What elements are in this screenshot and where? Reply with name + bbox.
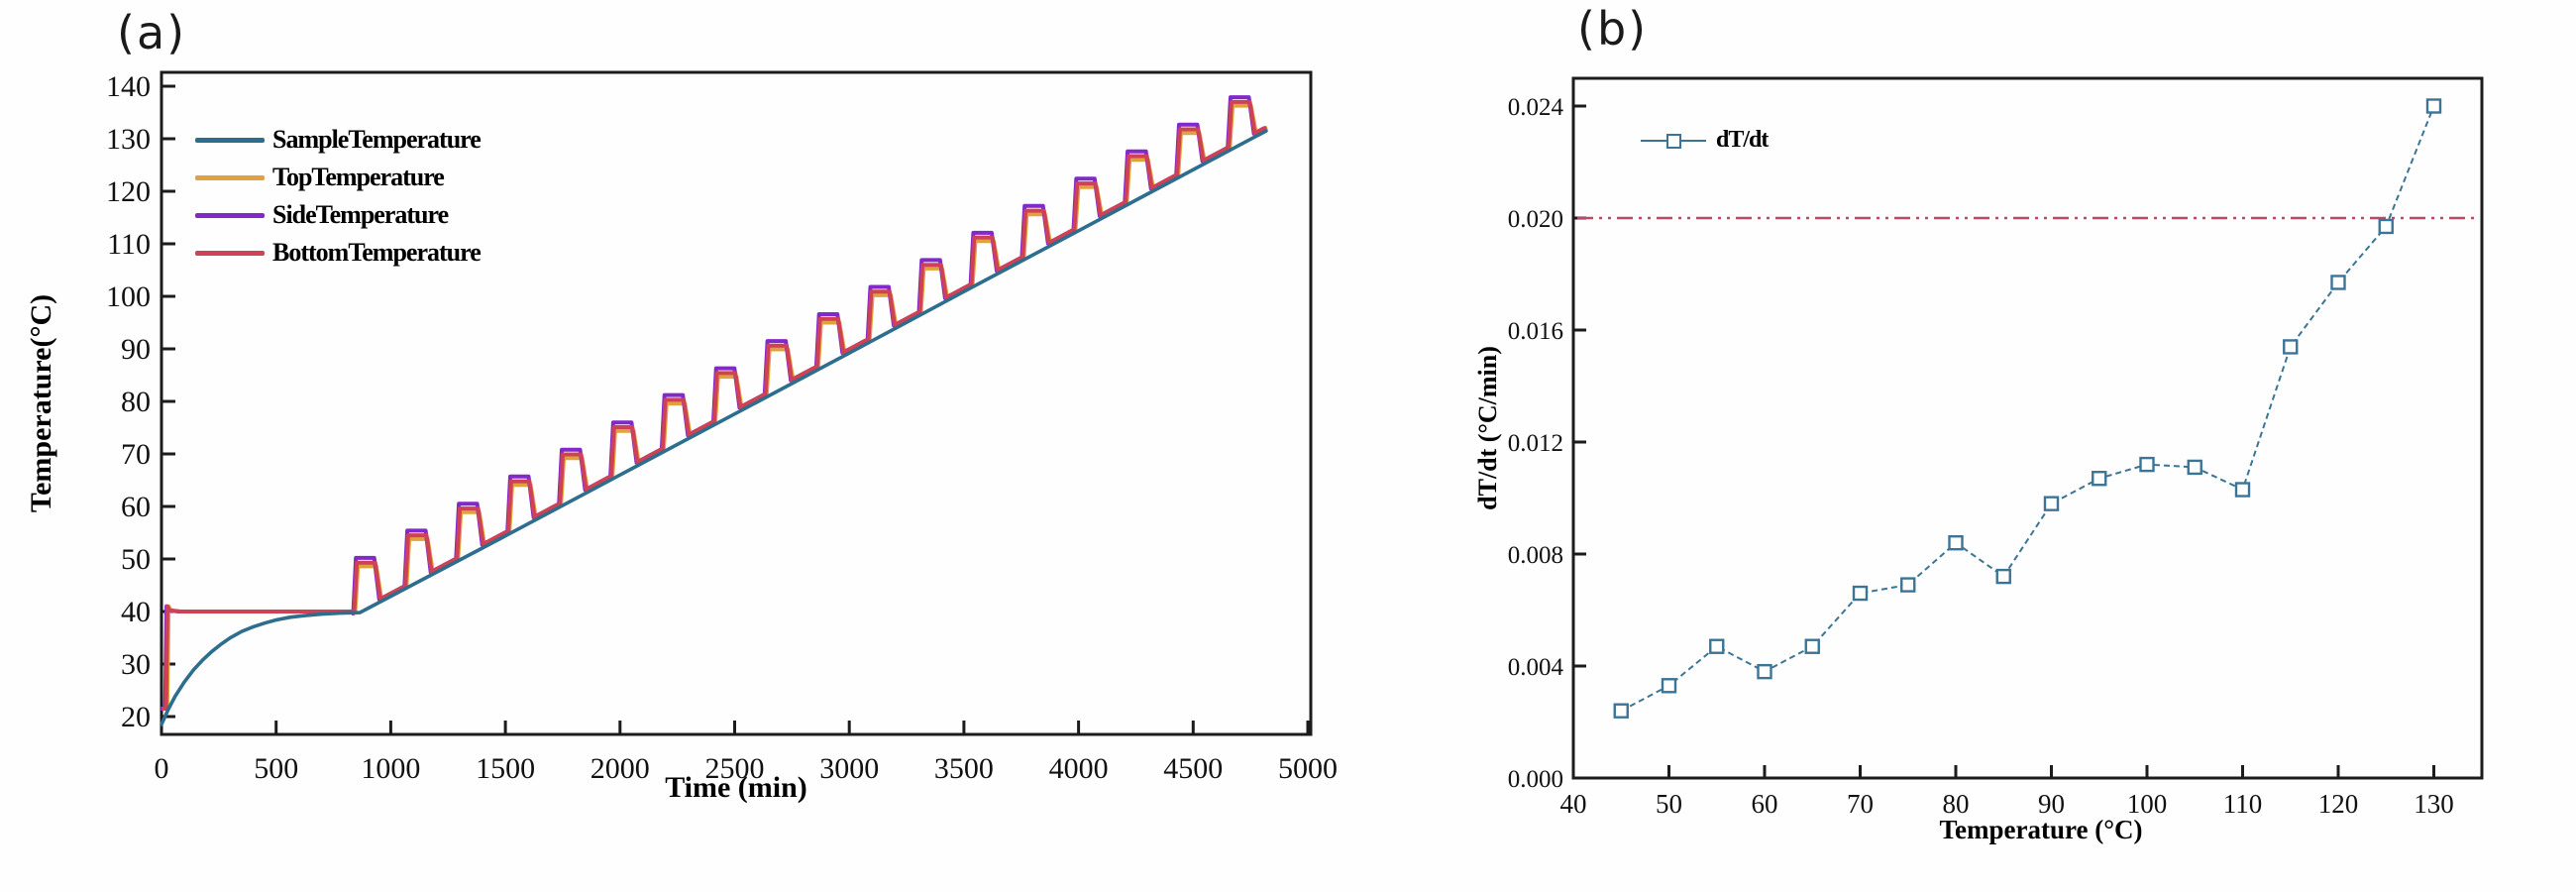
chart-b-ytick-label: 0.012 <box>1508 430 1563 457</box>
legend-label: SideTemperature <box>272 200 449 229</box>
chart-b-xtick-label: 70 <box>1847 789 1874 819</box>
chart-b-legend[interactable]: dT/dt <box>1641 127 1769 154</box>
legend-label: TopTemperature <box>272 163 445 191</box>
chart-a-xtick-label: 1500 <box>476 752 535 785</box>
chart-b-xtick-label: 110 <box>2223 789 2263 819</box>
dtdt-point-70 <box>1852 585 1869 602</box>
chart-b-xtick-label: 100 <box>2127 789 2168 819</box>
legend-label: BottomTemperature <box>272 238 482 267</box>
chart-b-xtick-label: 80 <box>1943 789 1970 819</box>
chart-a-ytick-label: 120 <box>106 175 151 208</box>
chart-a-xtick-label: 3000 <box>819 752 879 785</box>
chart-a-ytick-label: 50 <box>121 543 151 576</box>
chart-a-xtick-label: 3500 <box>934 752 994 785</box>
chart-a-ytick-label: 30 <box>121 648 151 681</box>
chart-b-xtick-label: 40 <box>1560 789 1587 819</box>
chart-a-ytick-label: 140 <box>106 70 151 103</box>
dtdt-point-45 <box>1613 703 1629 719</box>
legend-item-sample-temperature[interactable]: SampleTemperature <box>195 121 482 159</box>
chart-b-ytick-label: 0.008 <box>1508 542 1563 569</box>
dtdt-point-110 <box>2234 482 2251 498</box>
chart-a-ytick-label: 110 <box>107 228 151 261</box>
chart-b-xtick-label: 130 <box>2414 789 2454 819</box>
chart-a-ytick-label: 20 <box>121 701 151 733</box>
chart-a-ytick-label: 60 <box>121 491 151 523</box>
sample-temperature-line-swatch <box>195 137 265 143</box>
chart-b-xtick-label: 60 <box>1752 789 1778 819</box>
legend-item-side-temperature[interactable]: SideTemperature <box>195 196 481 234</box>
chart-a-xtick-label: 2500 <box>705 752 765 785</box>
dtdt-point-115 <box>2283 339 2299 355</box>
chart-a-ytick-label: 80 <box>121 386 151 418</box>
chart-b-xaxis-title: Temperature (°C) <box>1939 815 2143 844</box>
dtdt-point-75 <box>1900 577 1916 593</box>
panel-a-label: (a) <box>117 6 187 59</box>
legend-label: dT/dt <box>1716 127 1769 153</box>
chart-b-ytick-label: 0.016 <box>1508 318 1563 345</box>
dtdt-point-60 <box>1757 663 1772 680</box>
chart-b-ytick-label: 0.004 <box>1508 654 1564 681</box>
dtdt-point-120 <box>2330 275 2346 290</box>
legend-item-bottom-temperature[interactable]: BottomTemperature <box>195 234 482 272</box>
legend-label: SampleTemperature <box>272 125 482 154</box>
panel-b-label: (b) <box>1577 2 1649 56</box>
dtdt-point-85 <box>1995 568 2011 585</box>
series-dtdt-line <box>1620 105 2435 713</box>
series-sampletemperature <box>160 129 1268 726</box>
chart-a-xtick-label: 4500 <box>1163 752 1223 785</box>
bottom-temperature-line-swatch <box>195 250 265 256</box>
dtdt-point-50 <box>1661 678 1677 694</box>
chart-b-ytick-label: 0.000 <box>1508 766 1563 793</box>
dtdt-point-130 <box>2425 98 2442 114</box>
dtdt-point-65 <box>1804 638 1820 654</box>
top-temperature-line-swatch <box>195 174 265 180</box>
dtdt-point-95 <box>2092 471 2107 487</box>
chart-b-xtick-label: 90 <box>2038 789 2065 819</box>
chart-a-legend: SampleTemperature TopTemperature SideTem… <box>195 121 482 272</box>
legend-item-top-temperature[interactable]: TopTemperature <box>195 159 481 196</box>
dtdt-legend-line <box>1641 133 1706 149</box>
chart-a-ytick-label: 130 <box>106 123 151 156</box>
dtdt-point-55 <box>1709 638 1725 654</box>
dtdt-point-105 <box>2187 459 2202 476</box>
chart-a-ytick-label: 90 <box>121 333 151 366</box>
chart-b-plot-border <box>1571 76 2484 780</box>
chart-b-xtick-label: 50 <box>1656 789 1682 819</box>
chart-a-xtick-label: 1000 <box>361 752 420 785</box>
chart-b-ytick-label: 0.024 <box>1508 94 1564 121</box>
chart-a-xtick-label: 4000 <box>1049 752 1109 785</box>
chart-a-xtick-label: 2000 <box>590 752 650 785</box>
side-temperature-line-swatch <box>195 212 265 218</box>
chart-a-ytick-label: 40 <box>121 596 151 628</box>
chart-b-ytick-label: 0.020 <box>1508 206 1563 233</box>
dtdt-point-100 <box>2139 456 2155 473</box>
series-bottomtemperature <box>161 99 1267 711</box>
chart-b-yaxis-title: dT/dt (°C/min) <box>1473 346 1502 510</box>
dtdt-point-125 <box>2378 218 2394 235</box>
dtdt-legend-marker-icon <box>1666 133 1681 149</box>
chart-a-yaxis-title: Temperature(°C) <box>25 293 57 513</box>
chart-a-ytick-label: 100 <box>106 280 151 313</box>
chart-a-xaxis-title: Time (min) <box>665 771 807 804</box>
dtdt-point-80 <box>1948 535 1964 551</box>
chart-a-xtick-label: 0 <box>155 752 169 785</box>
dtdt-point-90 <box>2043 496 2060 511</box>
chart-a-xtick-label: 5000 <box>1278 752 1338 785</box>
chart-a-xtick-label: 500 <box>254 752 298 785</box>
chart-b-xtick-label: 120 <box>2318 789 2359 819</box>
chart-a-ytick-label: 70 <box>121 438 151 471</box>
